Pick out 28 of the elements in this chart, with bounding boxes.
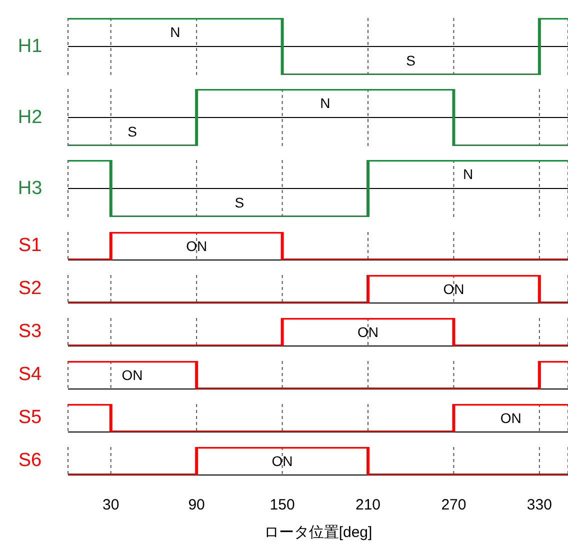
x-tick-label: 330 (526, 496, 552, 514)
annotation: S (406, 52, 416, 69)
annotation: ON (272, 452, 293, 469)
x-tick-label: 30 (102, 496, 120, 514)
series-label: S3 (17, 320, 43, 344)
annotation: N (170, 24, 180, 40)
series-label: S1 (17, 234, 43, 258)
annotation: N (320, 95, 330, 112)
series-label: H2 (16, 106, 44, 130)
annotation: N (462, 166, 474, 182)
series-label: S6 (17, 449, 43, 473)
series-label: S2 (17, 277, 43, 301)
x-tick-label: 270 (441, 496, 466, 514)
x-tick-label: 150 (270, 496, 295, 514)
annotation: ON (358, 324, 378, 340)
x-tick-label: 90 (188, 496, 205, 514)
x-axis-title: ロータ位置[deg] (264, 524, 372, 541)
annotation: ON (186, 238, 208, 254)
annotation: S (234, 194, 244, 211)
annotation: ON (122, 366, 143, 383)
series-label: H3 (16, 176, 44, 200)
annotation: ON (443, 280, 464, 297)
x-tick-label: 210 (355, 496, 381, 514)
annotation: ON (500, 410, 522, 426)
series-label: H1 (16, 34, 44, 58)
series-label: S4 (17, 363, 43, 387)
annotation: S (128, 124, 137, 140)
series-label: S5 (17, 406, 43, 430)
